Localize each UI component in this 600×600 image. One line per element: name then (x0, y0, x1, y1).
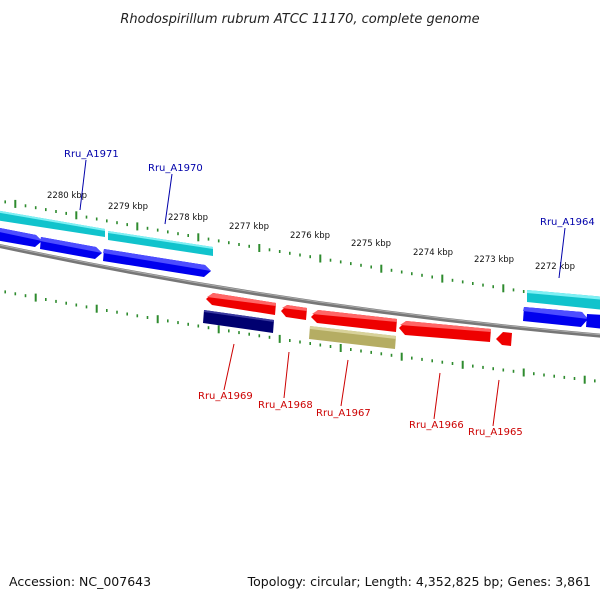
gene-label-rru-a1967[interactable]: Rru_A1967 (316, 408, 371, 419)
feature-rru-a1967-bar[interactable] (309, 326, 396, 349)
kbp-label-2273: 2273 kbp (474, 255, 514, 265)
kbp-label-2278: 2278 kbp (168, 213, 208, 223)
feature-cds-rru-a1971[interactable] (0, 227, 42, 247)
feature-cds-rru-a1969[interactable] (206, 293, 276, 315)
callout-line-rru-a1968 (283, 351, 290, 399)
callout-line-rru-a1970 (164, 173, 173, 225)
feature-cds-rru-a1966[interactable] (399, 321, 491, 342)
gene-label-rru-a1971[interactable]: Rru_A1971 (64, 149, 119, 160)
gene-label-rru-a1970[interactable]: Rru_A1970 (148, 163, 203, 174)
inner-tick-row (4, 290, 596, 384)
feature-cds-rru-a1968[interactable] (281, 305, 307, 320)
gene-label-rru-a1968[interactable]: Rru_A1968 (258, 400, 313, 411)
callout-line-rru-a1965 (492, 379, 500, 427)
accession-text: Accession: NC_007643 (9, 574, 152, 589)
feature-cds-rru-a1964[interactable] (523, 307, 588, 327)
feature-cds-rru-a1963[interactable] (586, 314, 600, 329)
gene-label-rru-a1965[interactable]: Rru_A1965 (468, 427, 523, 438)
kbp-label-2274: 2274 kbp (413, 248, 453, 258)
kbp-label-2279: 2279 kbp (108, 202, 148, 212)
callout-line-rru-a1969 (223, 343, 235, 391)
feature-cds-rru-a1967[interactable] (311, 310, 397, 332)
callout-line-rru-a1971 (79, 159, 87, 211)
outer-tick-row (4, 199, 596, 304)
map-title: Rhodospirillum rubrum ATCC 11170, comple… (120, 12, 479, 27)
callout-line-rru-a1967 (340, 359, 349, 407)
gene-label-rru-a1964[interactable]: Rru_A1964 (540, 217, 595, 228)
gene-label-rru-a1969[interactable]: Rru_A1969 (198, 391, 253, 402)
gene-label-rru-a1966[interactable]: Rru_A1966 (409, 420, 464, 431)
topology-text: Topology: circular; Length: 4,352,825 bp… (247, 574, 591, 589)
kbp-label-2276: 2276 kbp (290, 231, 330, 241)
kbp-label-2272: 2272 kbp (535, 262, 575, 272)
callout-line-rru-a1964 (558, 227, 566, 279)
genome-backbone (0, 244, 600, 338)
callout-line-rru-a1966 (433, 372, 441, 420)
feature-cds-rru-a1971b[interactable] (40, 237, 102, 259)
feature-cds-rru-a1965[interactable] (496, 332, 512, 346)
kbp-label-2277: 2277 kbp (229, 222, 269, 232)
feature-gene-rru-a1971[interactable] (0, 210, 105, 237)
feature-gene-rru-a1964[interactable] (527, 290, 600, 310)
feature-gene-rru-a1970[interactable] (108, 231, 213, 256)
kbp-label-2280: 2280 kbp (47, 191, 87, 201)
kbp-label-2275: 2275 kbp (351, 239, 391, 249)
feature-cds-rru-a1970[interactable] (103, 249, 211, 277)
feature-rru-a1969-bar[interactable] (203, 310, 274, 333)
